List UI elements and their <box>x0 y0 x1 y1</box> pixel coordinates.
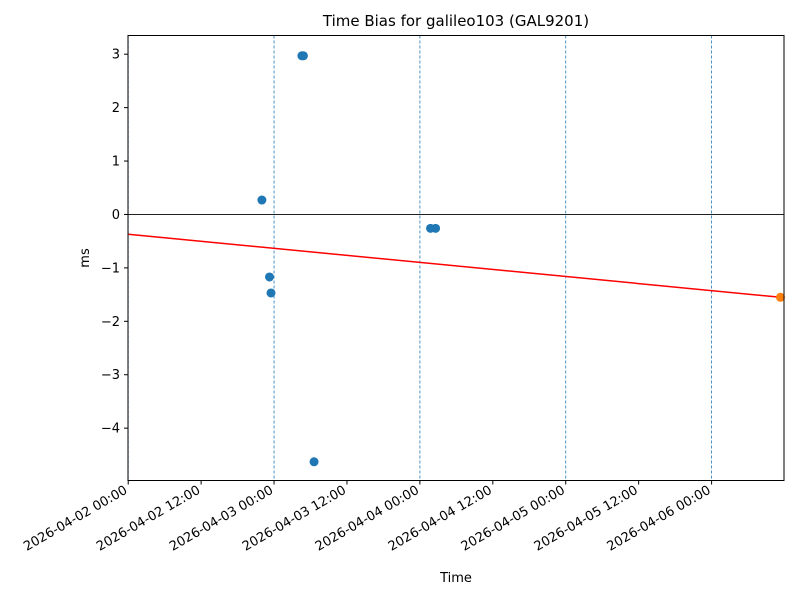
data-point <box>309 457 319 467</box>
data-point <box>266 288 276 298</box>
data-point <box>257 195 267 205</box>
plot-frame <box>127 35 785 481</box>
x-axis-title: Time <box>439 571 472 586</box>
y-axis-title: ms <box>78 248 93 268</box>
predicted-point <box>775 292 785 302</box>
data-point <box>264 272 274 282</box>
y-tick-label: −3 <box>101 368 120 383</box>
y-tick-label: 0 <box>112 208 120 223</box>
y-tick-label: 2 <box>112 101 120 116</box>
chart-title: Time Bias for galileo103 (GAL9201) <box>322 12 589 30</box>
y-tick-label: 1 <box>112 155 120 170</box>
y-axis: −4 −3 −2 −1 0 1 2 3 <box>101 48 128 437</box>
y-tick-label: −4 <box>101 422 120 437</box>
data-point <box>431 223 441 233</box>
y-tick-label: −2 <box>101 315 120 330</box>
trend-line <box>128 233 781 299</box>
y-tick-label: −1 <box>101 261 120 276</box>
y-tick-label: 3 <box>112 48 120 63</box>
data-point <box>298 51 308 61</box>
plot-area <box>127 35 785 481</box>
